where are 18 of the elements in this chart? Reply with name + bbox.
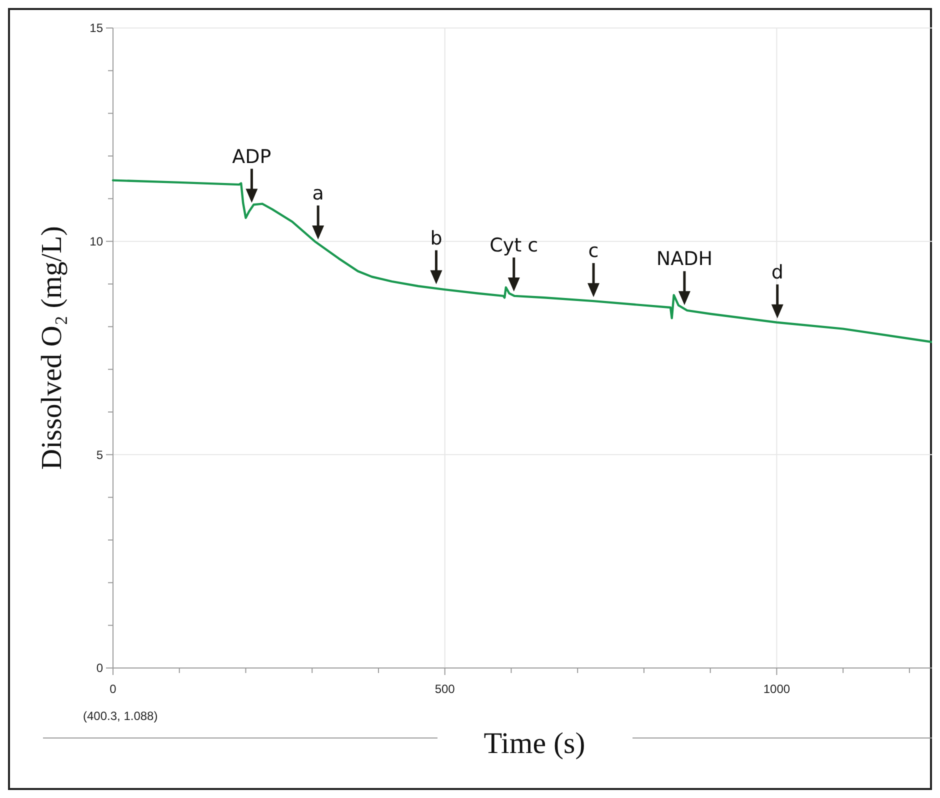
y-tick-label: 10 xyxy=(90,234,104,249)
x-axis-title: Time (s) xyxy=(484,727,586,760)
annotation: Cyt c xyxy=(490,234,538,257)
annotation: c xyxy=(588,240,599,262)
x-tick-label: 0 xyxy=(110,682,117,696)
annotation: b xyxy=(430,227,442,250)
x-tick-label: 500 xyxy=(434,682,456,696)
y-tick-label: 5 xyxy=(96,448,104,462)
y-tick-label: 15 xyxy=(90,21,104,36)
y-tick-label: 0 xyxy=(96,661,104,676)
text: (400.3, 1.088) xyxy=(83,709,158,723)
annotation: a xyxy=(312,182,324,204)
annotation: ADP xyxy=(232,146,272,168)
y-axis-title: Dissolved O₂ (mg/L) xyxy=(36,226,68,470)
annotation: d xyxy=(771,261,784,284)
annotation: NADH xyxy=(656,248,713,270)
x-tick-label: 1000 xyxy=(763,682,790,696)
line-series xyxy=(112,179,932,344)
